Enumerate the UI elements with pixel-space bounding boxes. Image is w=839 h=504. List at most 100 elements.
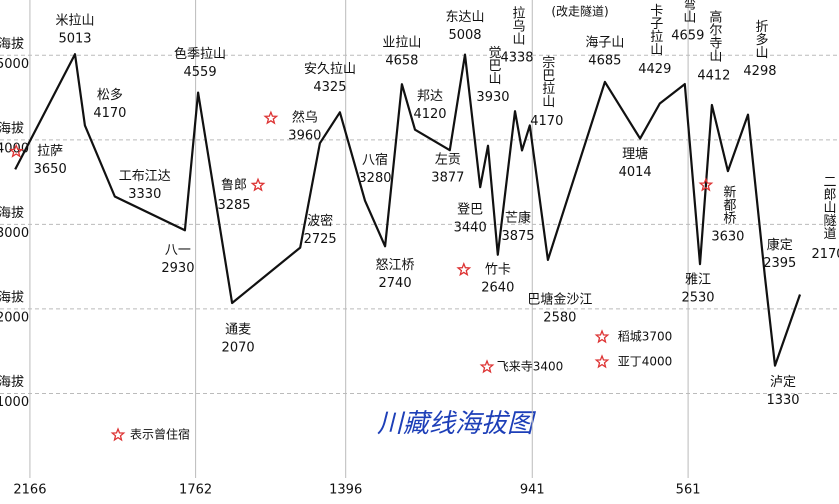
point-name: 二郎山隧道 (821, 175, 837, 240)
point-name: 八一 (165, 243, 191, 258)
legend-label: 表示曾住宿 (130, 427, 190, 442)
point-value: 4298 (743, 64, 776, 79)
point-value: 2640 (481, 280, 514, 295)
point-value: 3630 (711, 230, 744, 245)
point-name: 竹卡 (485, 262, 511, 277)
point-name: 拉乌山 (510, 6, 526, 45)
point-name: 新都桥 (720, 185, 736, 226)
point-name: 高尔寺山 (706, 9, 722, 62)
point-name: 工布江达 (119, 169, 171, 184)
point-name: 业拉山 (382, 36, 421, 51)
y-tick-label: 2000 (0, 310, 29, 325)
point-name: 八宿 (362, 152, 388, 168)
chart-title: 川藏线海拔图 (377, 409, 537, 439)
point-name: 觉巴山 (485, 46, 501, 85)
point-value: 3280 (358, 171, 391, 186)
point-name: 折多山 (752, 20, 768, 59)
point-value: 2930 (161, 261, 194, 276)
annotation: 飞来寺3400 (497, 360, 564, 374)
point-value: 2530 (681, 291, 714, 306)
lodging-star (263, 110, 279, 125)
point-value: 2070 (222, 340, 255, 355)
y-tick-prefix: 海拔 (0, 290, 24, 305)
point-name: 康定 (767, 237, 793, 253)
point-name: 然乌 (292, 110, 318, 126)
point-name: 拉萨 (37, 144, 63, 159)
lodging-star (250, 177, 266, 192)
lodging-star (698, 177, 714, 192)
point-name: 米拉山 (56, 14, 95, 29)
point-value: 4412 (697, 68, 730, 83)
point-name: 子弯山 (680, 0, 696, 24)
x-tick-label: 561 (676, 483, 701, 498)
lodging-star (456, 262, 472, 277)
point-name: 波密 (307, 213, 333, 229)
annotation: (改走隧道) (551, 4, 608, 19)
point-name: 松多 (97, 87, 123, 103)
point-name: 左贡 (435, 153, 461, 168)
point-name: 通麦 (225, 322, 251, 337)
point-value: 4014 (619, 165, 652, 180)
y-tick-prefix: 海拔 (0, 121, 24, 136)
point-value: 2740 (379, 276, 412, 291)
y-tick-prefix: 海拔 (0, 37, 24, 52)
point-value: 4658 (385, 54, 418, 69)
point-name: 登巴 (457, 203, 483, 218)
point-name: 雅江 (685, 273, 711, 288)
point-name: 卡子拉山 (647, 4, 663, 56)
y-tick-label: 5000 (0, 57, 29, 72)
point-value: 4120 (413, 107, 446, 122)
point-value: 4170 (530, 114, 563, 129)
point-value: 2725 (304, 232, 337, 247)
x-tick-label: 1762 (179, 483, 212, 498)
point-value: 3960 (288, 129, 321, 144)
x-tick-label: 1396 (329, 483, 362, 498)
point-value: 3650 (34, 162, 67, 177)
point-value: 5013 (58, 32, 91, 47)
point-value: 3285 (217, 198, 250, 213)
x-tick-label: 2166 (13, 483, 46, 498)
point-name: 芒康 (505, 210, 531, 226)
lodging-star (479, 359, 495, 374)
point-name: 泸定 (770, 375, 796, 390)
y-tick-label: 3000 (0, 226, 29, 241)
y-tick-prefix: 海拔 (0, 206, 24, 221)
point-value: 4429 (638, 62, 671, 77)
point-name: 怒江桥 (376, 258, 415, 273)
y-tick-label: 1000 (0, 395, 29, 410)
point-value: 3440 (454, 221, 487, 236)
point-value: 2395 (763, 256, 796, 271)
point-value: 4170 (93, 106, 126, 121)
point-value: 5008 (448, 28, 481, 43)
annotation: 稻城3700 (618, 330, 673, 344)
point-value: 3330 (128, 187, 161, 202)
point-name: 安久拉山 (304, 62, 356, 77)
point-value: 4659 (671, 29, 704, 44)
point-name: 东达山 (446, 10, 485, 25)
lodging-star (594, 329, 610, 344)
point-value: 2170 (811, 247, 839, 262)
lodging-star (594, 354, 610, 369)
point-value: 3875 (501, 229, 534, 244)
point-name: 巴塘金沙江 (527, 291, 592, 307)
x-tick-label: 941 (520, 483, 545, 498)
point-name: 海子山 (585, 35, 624, 50)
point-name: 邦达 (417, 89, 443, 104)
point-value: 2580 (543, 310, 576, 325)
point-value: 4685 (588, 53, 621, 68)
point-value: 3930 (476, 90, 509, 105)
lodging-star (8, 143, 24, 158)
point-value: 4325 (313, 80, 346, 95)
point-name: 理塘 (622, 146, 648, 162)
point-value: 3877 (431, 171, 464, 186)
legend-star (110, 427, 126, 442)
point-value: 4338 (500, 51, 533, 66)
elevation-line (14, 53, 802, 367)
point-name: 宗巴拉山 (539, 55, 555, 108)
point-name: 色季拉山 (174, 46, 226, 62)
y-tick-prefix: 海拔 (0, 375, 24, 390)
annotation: 亚丁4000 (618, 355, 673, 369)
point-value: 4559 (184, 65, 217, 80)
